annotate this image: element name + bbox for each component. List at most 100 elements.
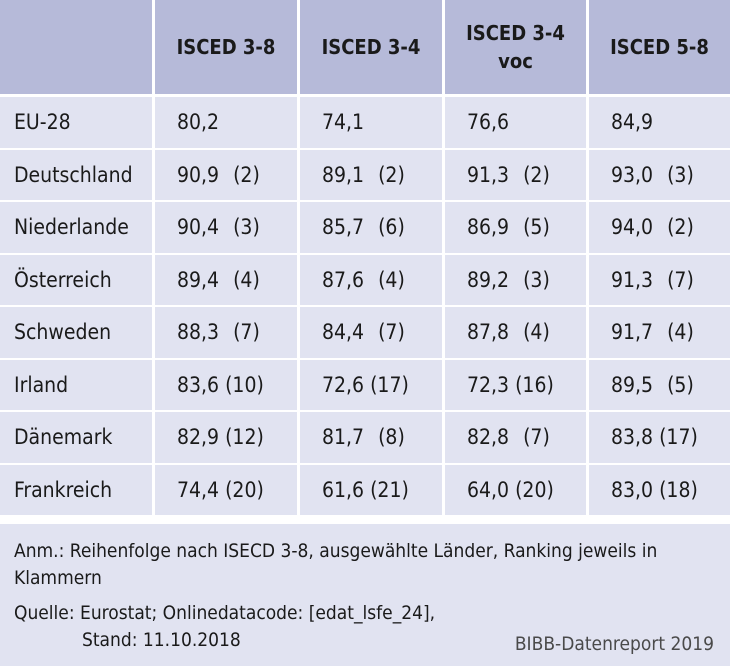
value-rank: (21) [370,477,409,502]
credit-text: BIBB-Datenreport 2019 [514,633,714,655]
value-rank: (7) [378,320,405,345]
country-cell: Deutschland [0,149,152,202]
table-row: Österreich 89,4 (4) 87,6 (4) 89,2 (3) 91,3 (7) [0,254,730,307]
value-cell: 82,9 (12) [152,412,297,465]
header-isced-3-8: ISCED 3-8 [152,0,297,97]
value-number: 84,9 [611,110,654,135]
value-number: 89,5 [611,372,654,397]
value-rank: (3) [523,267,550,292]
value-rank: (17) [659,425,698,450]
value-rank: (17) [370,372,409,397]
table-row: Schweden 88,3 (7) 84,4 (7) 87,8 (4) 91,7 (4) [0,307,730,360]
value-number: 83,8 [611,425,654,450]
value-number: 89,2 [467,267,510,292]
value-number: 88,3 [177,320,220,345]
value-number: 90,4 [177,215,220,240]
value-cell: 93,0 (3) [586,149,730,202]
header-isced-3-4: ISCED 3-4 [297,0,442,97]
value-cell: 89,2 (3) [442,254,586,307]
value-cell: 84,4 (7) [297,307,442,360]
footer: Anm.: Reihenfolge nach ISECD 3-8, ausgew… [0,524,730,666]
value-rank: (6) [378,215,405,240]
value-cell: 74,1 [297,97,442,150]
value-rank: (16) [515,372,554,397]
table-row: Deutschland 90,9 (2) 89,1 (2) 91,3 (2) 93,0 (3) [0,149,730,202]
value-rank: (3) [233,215,260,240]
value-cell: 91,3 (7) [586,254,730,307]
country-cell: Frankreich [0,464,152,517]
value-number: 72,6 [322,372,365,397]
value-number: 85,7 [322,215,365,240]
value-number: 84,4 [322,320,365,345]
value-number: 87,6 [322,267,365,292]
value-number: 82,9 [177,425,220,450]
value-number: 72,3 [467,372,510,397]
table-row: Dänemark 82,9 (12) 81,7 (8) 82,8 (7) 83,8 (17) [0,412,730,465]
header-isced-5-8: ISCED 5-8 [586,0,730,97]
value-number: 87,8 [467,320,510,345]
value-cell: 72,6 (17) [297,359,442,412]
value-rank: (2) [667,215,694,240]
value-cell: 86,9 (5) [442,202,586,255]
value-number: 80,2 [177,110,220,135]
value-number: 83,0 [611,477,654,502]
value-number: 94,0 [611,215,654,240]
value-number: 86,9 [467,215,510,240]
value-number: 82,8 [467,425,510,450]
country-cell: Dänemark [0,412,152,465]
value-cell: 83,0 (18) [586,464,730,517]
value-number: 93,0 [611,162,654,187]
country-cell: Schweden [0,307,152,360]
value-rank: (2) [523,162,550,187]
value-number: 76,6 [467,110,510,135]
table-row: Irland 83,6 (10) 72,6 (17) 72,3 (16) 89,5 (5) [0,359,730,412]
value-cell: 88,3 (7) [152,307,297,360]
value-cell: 91,3 (2) [442,149,586,202]
value-cell: 90,4 (3) [152,202,297,255]
value-rank: (20) [225,477,264,502]
value-rank: (2) [378,162,405,187]
value-cell: 89,4 (4) [152,254,297,307]
value-cell: 89,5 (5) [586,359,730,412]
value-rank: (7) [523,425,550,450]
value-rank: (12) [225,425,264,450]
value-cell: 85,7 (6) [297,202,442,255]
value-rank: (8) [378,425,405,450]
value-cell: 81,7 (8) [297,412,442,465]
country-cell: Irland [0,359,152,412]
value-number: 83,6 [177,372,220,397]
header-isced-3-4-voc: ISCED 3-4 voc [442,0,586,97]
value-number: 91,3 [467,162,510,187]
value-cell: 61,6 (21) [297,464,442,517]
value-number: 74,4 [177,477,220,502]
header-corner [0,0,152,97]
value-rank: (4) [378,267,405,292]
value-number: 74,1 [322,110,365,135]
country-cell: EU-28 [0,97,152,150]
value-number: 91,7 [611,320,654,345]
value-rank: (18) [659,477,698,502]
data-table: ISCED 3-8 ISCED 3-4 ISCED 3-4 voc ISCED … [0,0,730,517]
value-number: 91,3 [611,267,654,292]
value-cell: 64,0 (20) [442,464,586,517]
value-cell: 94,0 (2) [586,202,730,255]
value-number: 89,4 [177,267,220,292]
value-cell: 72,3 (16) [442,359,586,412]
value-rank: (5) [667,372,694,397]
table-row: EU-28 80,2 74,1 76,6 84,9 [0,97,730,150]
value-cell: 83,6 (10) [152,359,297,412]
value-rank: (2) [233,162,260,187]
value-rank: (7) [233,320,260,345]
value-rank: (4) [667,320,694,345]
value-cell: 82,8 (7) [442,412,586,465]
header-row: ISCED 3-8 ISCED 3-4 ISCED 3-4 voc ISCED … [0,0,730,97]
value-rank: (3) [667,162,694,187]
note-text: Anm.: Reihenfolge nach ISECD 3-8, ausgew… [14,540,658,589]
value-rank: (10) [225,372,264,397]
country-cell: Niederlande [0,202,152,255]
value-cell: 80,2 [152,97,297,150]
value-cell: 84,9 [586,97,730,150]
value-rank: (5) [523,215,550,240]
value-cell: 91,7 (4) [586,307,730,360]
